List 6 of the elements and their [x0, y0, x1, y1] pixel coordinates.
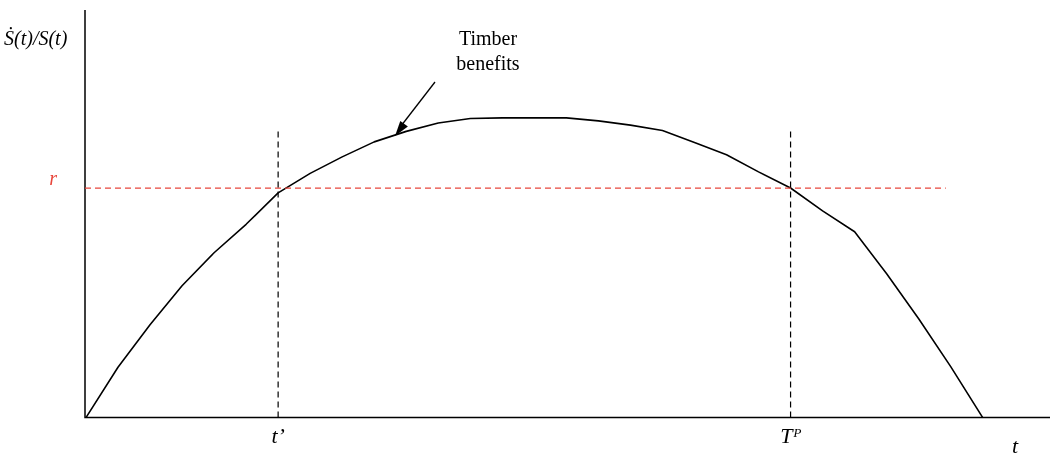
x-tick-label: t’: [271, 422, 285, 448]
text: Timber benefits: [456, 26, 520, 74]
x-tick-label: Tᴾ: [780, 422, 802, 448]
ref-line-label: r: [49, 167, 58, 190]
x-axis-title: t: [1011, 433, 1019, 459]
y-axis-title: Ṡ(t)/S(t): [4, 27, 68, 51]
